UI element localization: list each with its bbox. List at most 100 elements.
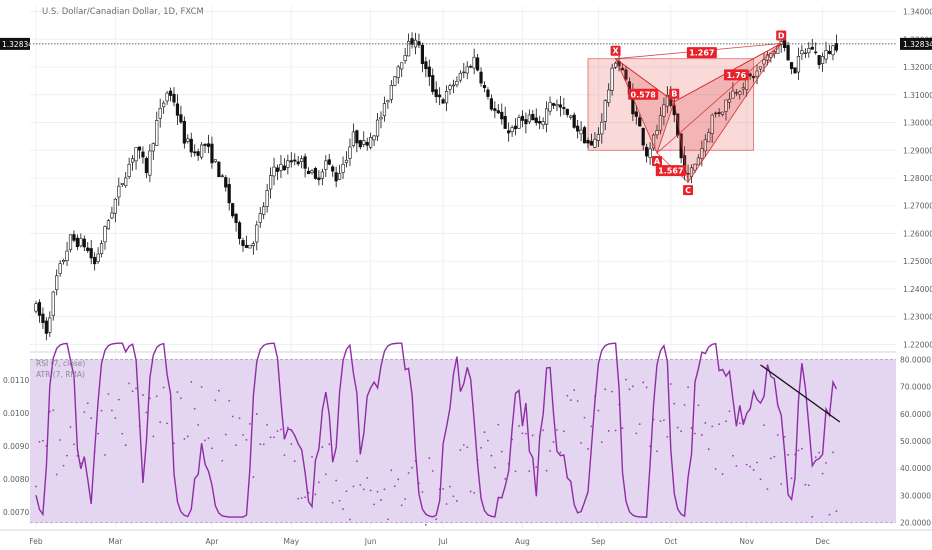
candle-body [513,125,518,130]
candle-body [548,102,552,112]
atr-point [828,513,831,516]
atr-point [631,385,634,388]
candle-body [717,112,721,115]
atr-point [155,395,158,398]
atr-point [90,417,93,420]
candle-body [375,119,380,137]
candle-body [810,46,814,50]
candle-body [406,40,411,57]
candle-body [113,198,117,214]
candle-body [355,130,359,144]
candle-body [251,243,255,247]
candle-body [231,203,235,217]
price-tick-label: 1.34000 [903,8,932,17]
atr-point [673,402,676,405]
candle-body [265,190,269,207]
candle-body [527,114,531,123]
atr-point [597,409,600,412]
atr-point [790,477,793,480]
candle-body [234,213,238,223]
atr-point [214,399,217,402]
atr-point [142,394,144,396]
candle-body [37,302,42,316]
candle-body [765,54,769,61]
candle-body [51,291,55,316]
atr-point [711,425,714,428]
atr-point [104,453,106,456]
atr-point [204,439,206,442]
atr-point [607,430,610,432]
atr-point [583,416,586,419]
candle-body [551,103,556,106]
atr-point [466,446,469,449]
atr-point [162,386,165,389]
atr-point [756,461,758,464]
candle-body [379,116,383,120]
atr-point [676,426,679,429]
candle-body [120,182,124,186]
candle-body [469,66,473,68]
candle-body [365,141,369,146]
rsi-tick-label: 60.0000 [900,410,931,419]
atr-point [352,485,355,488]
atr-point [687,386,689,389]
candle-body [572,114,576,128]
candle-body [344,159,349,163]
price-tick-label: 1.25000 [903,257,932,266]
atr-point [801,447,803,450]
pattern-ratio-label: 1.76 [726,71,746,80]
atr-point [690,427,693,430]
atr-point [490,454,493,457]
atr-point [376,490,379,493]
time-tick-label: Mar [108,537,123,546]
candle-body [275,167,280,172]
atr-point [707,448,710,451]
candle-body [434,89,438,97]
time-tick-label: Feb [29,537,43,546]
rsi-legend[interactable]: RSI (7, close) [36,359,85,368]
price-axis[interactable]: 1.340001.330001.320001.310001.300001.290… [0,8,932,350]
atr-point [818,451,821,454]
atr-point [456,500,458,502]
atr-point [83,411,86,413]
candle-body [596,134,600,141]
atr-point [362,488,365,491]
atr-point [183,438,186,440]
candle-body [465,66,469,74]
candle-body [438,94,442,98]
atr-point [683,404,686,406]
candle-body [475,57,480,71]
atr-point [663,419,665,422]
atr-point [549,450,551,452]
atr-point [642,381,645,384]
candle-body [707,132,711,143]
candle-body [213,159,218,162]
atr-point [297,497,300,500]
atr-point [276,430,279,432]
atr-point [259,443,262,446]
candle-body [569,115,573,118]
candle-body [55,275,59,290]
pattern-point-label: B [671,90,677,99]
atr-point [732,454,734,457]
atr-point [635,432,638,435]
atr-point [556,429,558,431]
candle-body [507,130,511,134]
atr-point [52,409,55,412]
atr-point [421,491,424,493]
atr-point [694,432,696,435]
candle-body [248,244,252,249]
time-axis[interactable]: Feb Mar Apr May Jun Jul Aug Sep Oct Nov Dec [29,537,829,546]
candle-body [386,99,390,103]
atr-point [369,489,372,492]
candle-body [313,168,318,179]
atr-point [245,439,248,441]
atr-point [769,457,772,460]
candle-body [731,90,735,99]
atr-point [656,450,658,453]
atr-legend[interactable]: ATR (7, RMA) [36,370,85,379]
atr-point [318,481,320,484]
atr-point [659,420,662,422]
atr-point [680,430,683,433]
time-tick-label: Aug [515,537,530,546]
